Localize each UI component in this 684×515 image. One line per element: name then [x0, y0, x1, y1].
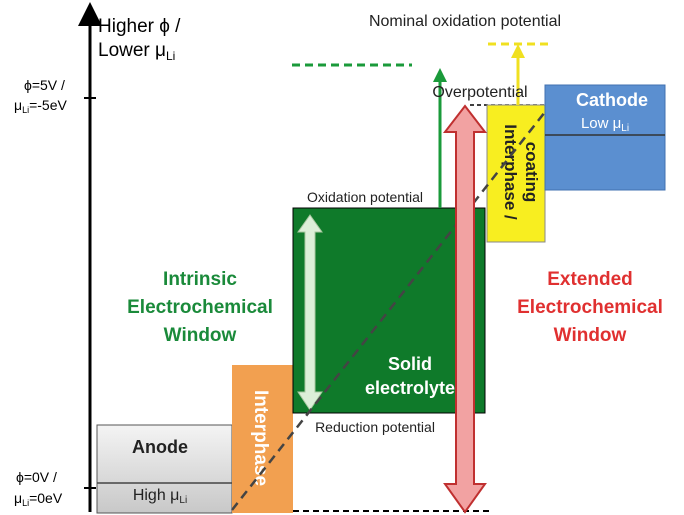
overpotential-label: Overpotential [432, 84, 527, 101]
coating-label: Interphase / [501, 124, 520, 220]
coating-label: coating [522, 142, 541, 202]
anode [96, 424, 233, 514]
intrinsic-label: Window [164, 325, 237, 346]
extended-label: Window [554, 325, 627, 346]
extended-label: Extended [547, 269, 633, 290]
green-arrow-head [433, 68, 447, 82]
oxidation-label: Oxidation potential [307, 189, 423, 205]
tick-label: μLi=-5eV [14, 97, 68, 115]
reduction-label: Reduction potential [315, 419, 435, 435]
extended-arrow [442, 104, 488, 514]
nominal-label: Nominal oxidation potential [369, 13, 561, 30]
anode-level: High μLi [133, 487, 187, 506]
tick-label: ϕ=0V / [16, 469, 57, 485]
anode-label: Anode [132, 437, 188, 457]
diagonal [231, 111, 546, 511]
electrolyte-label: electrolyte [365, 378, 455, 398]
cathode-level: Low μLi [581, 115, 629, 134]
interphase-label: Interphase [250, 390, 271, 486]
tick-label: ϕ=5V / [24, 77, 65, 93]
tick-label: μLi=0eV [14, 490, 63, 508]
extended-label: Electrochemical [517, 297, 663, 318]
axis-label: Lower μLi [98, 40, 175, 63]
cathode-label: Cathode [576, 90, 648, 110]
yellow-arrow-head [511, 44, 525, 58]
intrinsic-label: Electrochemical [127, 297, 273, 318]
solid-electrolyte [292, 207, 486, 414]
cathode [544, 84, 666, 191]
intrinsic-label: Intrinsic [163, 269, 237, 290]
electrolyte-label: Solid [388, 354, 432, 374]
axis-label: Higher ϕ / [98, 16, 181, 37]
interphase [232, 365, 293, 513]
